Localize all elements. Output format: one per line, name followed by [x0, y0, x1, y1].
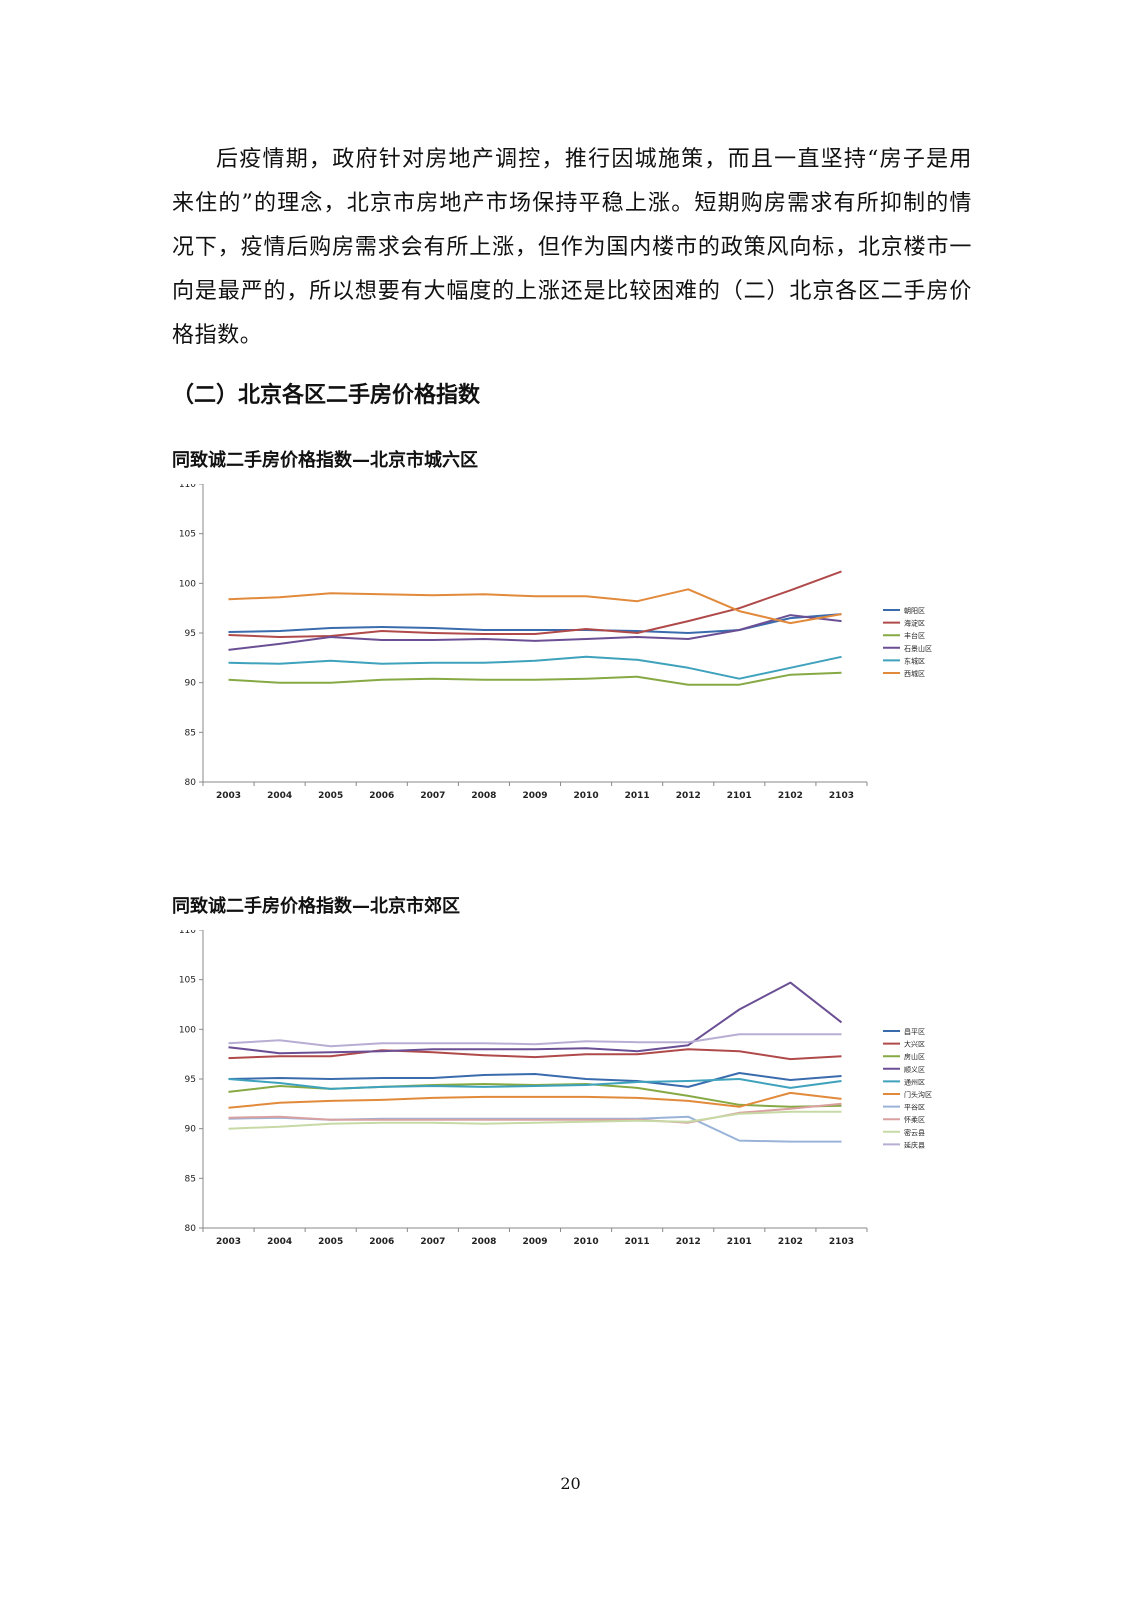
- y-tick-label: 100: [179, 579, 196, 589]
- legend-label: 房山区: [904, 1052, 925, 1061]
- series-line-1: [228, 570, 842, 638]
- y-tick-label: 85: [185, 728, 196, 738]
- x-tick-label: 2011: [625, 791, 650, 801]
- legend-label: 海淀区: [904, 619, 925, 628]
- x-tick-label: 2009: [522, 791, 547, 801]
- section-heading: （二）北京各区二手房价格指数: [172, 383, 481, 408]
- chart-title-suburban: 同致诚二手房价格指数—北京市郊区: [172, 896, 460, 917]
- y-tick-label: 85: [185, 1174, 196, 1184]
- x-tick-label: 2010: [574, 1237, 599, 1247]
- y-tick-label: 110: [179, 484, 196, 490]
- y-tick-label: 90: [185, 679, 197, 689]
- series-line-4: [228, 655, 842, 680]
- x-tick-label: 2006: [369, 791, 394, 801]
- series-line-0: [228, 1072, 842, 1088]
- series-line-3: [228, 614, 842, 651]
- x-tick-label: 2103: [829, 791, 854, 801]
- y-tick-label: 80: [185, 1224, 197, 1234]
- legend-label: 石景山区: [904, 644, 932, 653]
- body-paragraph: 后疫情期，政府针对房地产调控，推行因城施策，而且一直坚持“房子是用来住的”的理念…: [172, 147, 972, 348]
- x-tick-label: 2005: [318, 791, 343, 801]
- legend-label: 大兴区: [904, 1040, 925, 1049]
- legend-label: 昌平区: [904, 1028, 925, 1036]
- legend-label: 门头沟区: [904, 1090, 932, 1099]
- x-tick-label: 2008: [471, 791, 496, 801]
- y-tick-label: 105: [179, 530, 196, 540]
- page-number: 20: [560, 1474, 581, 1493]
- chart-title-urban: 同致诚二手房价格指数—北京市城六区: [172, 450, 478, 471]
- legend-label: 延庆县: [904, 1140, 925, 1149]
- x-tick-label: 2003: [216, 1237, 241, 1247]
- y-tick-label: 80: [185, 778, 197, 788]
- x-tick-label: 2010: [574, 791, 599, 801]
- x-tick-label: 2006: [369, 1237, 394, 1247]
- x-tick-label: 2004: [267, 791, 292, 801]
- x-tick-label: 2011: [625, 1237, 650, 1247]
- y-tick-label: 95: [185, 629, 196, 639]
- x-tick-label: 2102: [778, 1237, 803, 1247]
- line-chart-urban-districts: 80 85 90 95 100 105 110 2003 2004 2005 2006 2007 200…: [179, 484, 932, 801]
- series-line-3: [228, 981, 843, 1055]
- x-tick-label: 2102: [778, 791, 803, 801]
- series-line-9: [228, 1033, 842, 1048]
- x-tick-label: 2012: [676, 1237, 701, 1247]
- x-tick-label: 2003: [216, 791, 241, 801]
- x-tick-label: 2007: [420, 1237, 445, 1247]
- series-line-5: [228, 1091, 842, 1109]
- x-tick-label: 2101: [727, 1237, 752, 1247]
- legend-label: 东城区: [904, 656, 925, 665]
- y-tick-label: 110: [179, 930, 196, 936]
- legend-label: 西城区: [904, 670, 925, 678]
- x-tick-label: 2007: [420, 791, 445, 801]
- x-tick-label: 2009: [522, 1237, 547, 1247]
- legend-label: 怀柔区: [904, 1115, 925, 1124]
- x-tick-label: 2012: [676, 791, 701, 801]
- legend-label: 朝阳区: [904, 606, 925, 615]
- legend-label: 密云县: [904, 1128, 925, 1137]
- legend-label: 平谷区: [904, 1103, 925, 1112]
- series-line-4: [228, 1078, 842, 1090]
- x-tick-label: 2004: [267, 1237, 292, 1247]
- series-line-0: [228, 613, 842, 634]
- y-tick-label: 100: [179, 1025, 196, 1035]
- series-line-2: [228, 671, 842, 686]
- legend-label: 丰台区: [904, 631, 925, 640]
- y-tick-label: 105: [179, 976, 196, 986]
- x-tick-label: 2005: [318, 1237, 343, 1247]
- series-line-8: [228, 1110, 842, 1130]
- x-tick-label: 2103: [829, 1237, 854, 1247]
- y-tick-label: 90: [185, 1125, 197, 1135]
- legend-label: 通州区: [904, 1077, 925, 1086]
- series-line-5: [228, 588, 842, 625]
- y-tick-label: 95: [185, 1075, 196, 1085]
- x-tick-label: 2008: [471, 1237, 496, 1247]
- legend-label: 顺义区: [904, 1066, 925, 1074]
- series-line-1: [228, 1048, 842, 1061]
- x-tick-label: 2101: [727, 791, 752, 801]
- line-chart-suburban-districts: 80 85 90 95 100 105 110 2003 2004 2005 2006 2007 200…: [179, 930, 932, 1247]
